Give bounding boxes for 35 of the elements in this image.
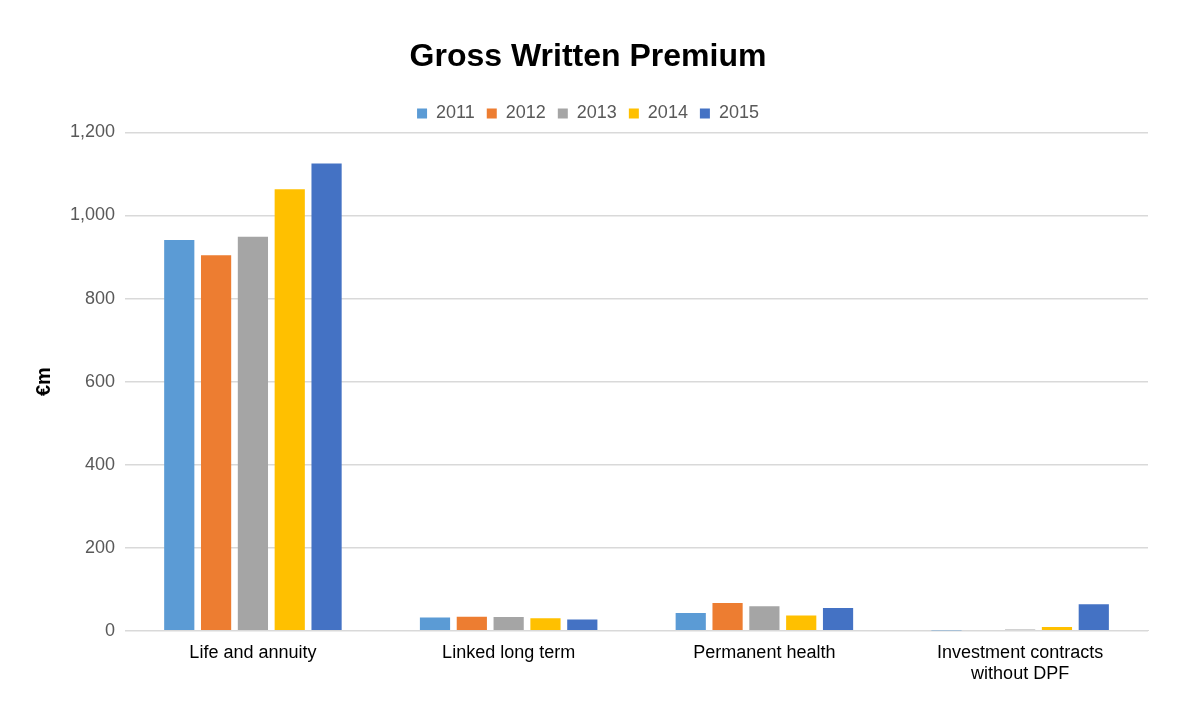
x-tick-label: Life and annuity <box>189 641 317 662</box>
bar <box>1041 627 1073 631</box>
bar <box>567 619 598 631</box>
bar <box>237 236 269 631</box>
y-tick-label: 1,000 <box>70 204 116 225</box>
legend-label: 2013 <box>576 102 617 123</box>
bar <box>822 607 854 631</box>
bar <box>419 617 451 631</box>
legend-label: 2011 <box>436 102 475 123</box>
x-tick-label: Linked long term <box>442 641 576 662</box>
y-axis-title: €m <box>31 367 54 397</box>
bar <box>493 617 524 631</box>
y-tick-label: 200 <box>85 536 116 557</box>
y-tick-label: 600 <box>85 370 116 391</box>
bar <box>530 618 561 631</box>
x-tick-label: Investment contracts without DPF <box>937 641 1104 684</box>
bar <box>712 602 743 631</box>
bar <box>749 606 780 631</box>
x-tick-label: Permanent health <box>693 641 836 662</box>
bar <box>274 189 305 631</box>
bar <box>1078 604 1109 631</box>
y-tick-label: 1,200 <box>70 121 116 142</box>
y-tick-label: 0 <box>105 619 116 640</box>
y-tick-label: 800 <box>85 287 116 308</box>
bar <box>786 615 817 631</box>
legend-label: 2012 <box>505 102 546 123</box>
legend-label: 2015 <box>718 102 759 123</box>
bar <box>164 239 195 631</box>
bar <box>675 612 706 631</box>
bar <box>456 616 487 631</box>
legend-label: 2014 <box>647 102 688 123</box>
chart-title: Gross Written Premium <box>409 37 767 74</box>
bar <box>311 163 342 631</box>
y-tick-label: 400 <box>85 453 116 474</box>
bar <box>200 255 232 631</box>
